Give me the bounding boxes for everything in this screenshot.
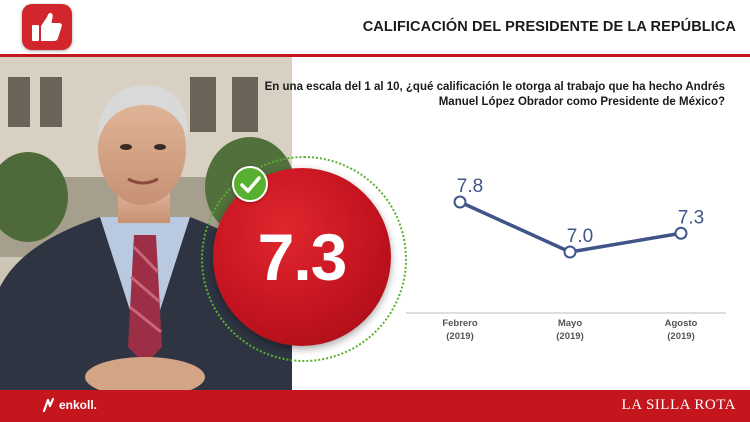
x-tick-label: (2019) xyxy=(556,331,583,342)
enkoll-logo: enkoll. xyxy=(42,397,97,413)
footer: enkoll. LA SILLA ROTA xyxy=(0,390,750,422)
x-tick-label: (2019) xyxy=(667,331,694,342)
score-value: 7.3 xyxy=(257,220,348,294)
x-tick-label: Mayo xyxy=(558,318,582,329)
thumbs-up-icon xyxy=(32,13,62,41)
dotted-ring xyxy=(201,156,407,362)
data-point xyxy=(674,226,688,240)
data-point xyxy=(453,195,467,209)
enkoll-brand: enkoll. xyxy=(59,398,98,412)
thumbs-up-logo xyxy=(22,4,72,50)
header: CALIFICACIÓN DEL PRESIDENTE DE LA REPÚBL… xyxy=(0,0,750,57)
page-title: CALIFICACIÓN DEL PRESIDENTE DE LA REPÚBL… xyxy=(362,19,736,35)
check-badge xyxy=(232,166,268,202)
survey-question: En una escala del 1 al 10, ¿qué califica… xyxy=(264,81,725,108)
data-label: 7.8 xyxy=(457,176,483,197)
x-tick-label: Febrero xyxy=(442,318,478,329)
header-divider xyxy=(0,54,750,57)
x-tick-label: Agosto xyxy=(665,318,698,329)
data-label: 7.0 xyxy=(567,226,593,247)
data-label: 7.3 xyxy=(678,207,704,228)
x-tick-label: (2019) xyxy=(446,331,473,342)
data-point xyxy=(563,245,577,259)
la-silla-rota-logo: LA SILLA ROTA xyxy=(621,397,736,413)
rating-line-chart: 7.8 Febrero (2019) 7.0 Mayo (2019) 7.3 Agosto (2… xyxy=(400,160,730,360)
check-icon xyxy=(240,176,261,193)
enkoll-mark-icon xyxy=(42,397,55,413)
